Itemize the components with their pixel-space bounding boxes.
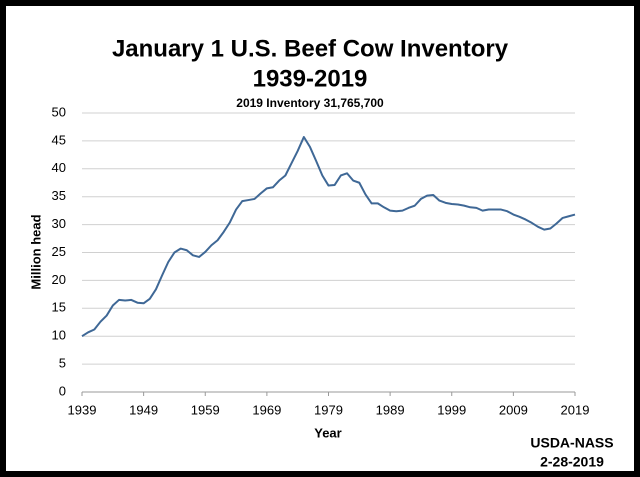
y-tick-label: 50 (52, 104, 66, 119)
x-tick-label: 1949 (129, 402, 158, 417)
background (6, 6, 634, 471)
x-tick-label: 2009 (499, 402, 528, 417)
y-tick-label: 0 (59, 383, 66, 398)
x-axis-label: Year (314, 425, 341, 440)
chart-subtitle: 2019 Inventory 31,765,700 (236, 96, 384, 110)
y-tick-label: 20 (52, 272, 66, 287)
y-tick-label: 25 (52, 244, 66, 259)
y-tick-label: 40 (52, 160, 66, 175)
y-tick-label: 15 (52, 300, 66, 315)
y-tick-label: 10 (52, 328, 66, 343)
x-tick-label: 1939 (68, 402, 97, 417)
y-tick-label: 30 (52, 216, 66, 231)
y-axis-label: Million head (28, 214, 43, 289)
x-tick-label: 1959 (191, 402, 220, 417)
y-tick-label: 35 (52, 188, 66, 203)
y-tick-label: 45 (52, 132, 66, 147)
x-tick-label: 1969 (252, 402, 281, 417)
x-tick-label: 1999 (437, 402, 466, 417)
x-tick-label: 2019 (561, 402, 590, 417)
chart-title: 1939-2019 (253, 65, 368, 92)
y-tick-label: 5 (59, 356, 66, 371)
data-line (81, 135, 576, 338)
x-tick-label: 1989 (376, 402, 405, 417)
chart-title: January 1 U.S. Beef Cow Inventory (112, 35, 509, 62)
date-note: 2-28-2019 (540, 454, 604, 470)
source-note: USDA-NASS (530, 435, 613, 451)
x-tick-label: 1979 (314, 402, 343, 417)
